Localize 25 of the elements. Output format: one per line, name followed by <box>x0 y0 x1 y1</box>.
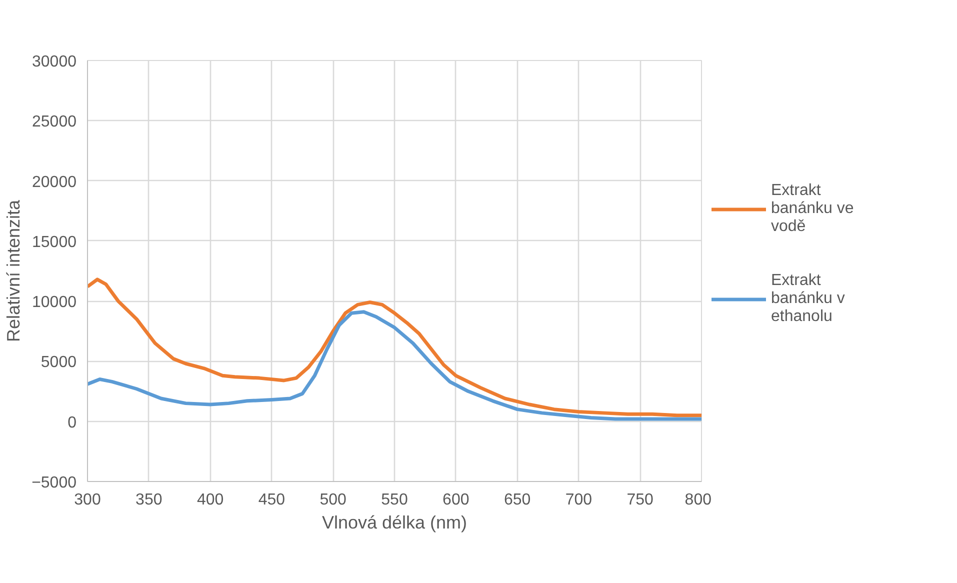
x-axis-title: Vlnová délka (nm) <box>322 512 468 532</box>
legend-label: Extrakt banánku ve vodě <box>771 180 854 236</box>
x-tick-label: 800 <box>684 492 712 508</box>
y-tick-label: 15000 <box>32 234 77 251</box>
x-tick-label: 750 <box>626 492 654 508</box>
y-tick-label: −5000 <box>32 474 77 492</box>
x-tick-label: 400 <box>196 492 224 508</box>
y-axis-title: Relativní intenzita <box>4 198 24 342</box>
line-series <box>88 310 702 421</box>
line-series <box>88 278 702 418</box>
y-tick-label: 20000 <box>32 174 77 191</box>
x-tick-label: 650 <box>504 492 531 508</box>
x-tick-label: 350 <box>136 492 162 508</box>
x-tick-label: 550 <box>381 492 408 508</box>
x-tick-label: 300 <box>74 492 101 508</box>
y-tick-label: 25000 <box>32 114 77 131</box>
y-tick-label: 0 <box>68 414 77 432</box>
x-tick-label: 450 <box>258 492 286 508</box>
y-tick-label: 5000 <box>40 354 77 372</box>
legend-label: Extrakt banánku v ethanolu <box>771 270 845 326</box>
x-tick-label: 700 <box>565 492 592 508</box>
x-tick-label: 500 <box>320 492 347 508</box>
y-tick-label: 10000 <box>32 294 77 312</box>
y-tick-label: 30000 <box>32 54 77 70</box>
x-tick-label: 600 <box>442 492 470 508</box>
